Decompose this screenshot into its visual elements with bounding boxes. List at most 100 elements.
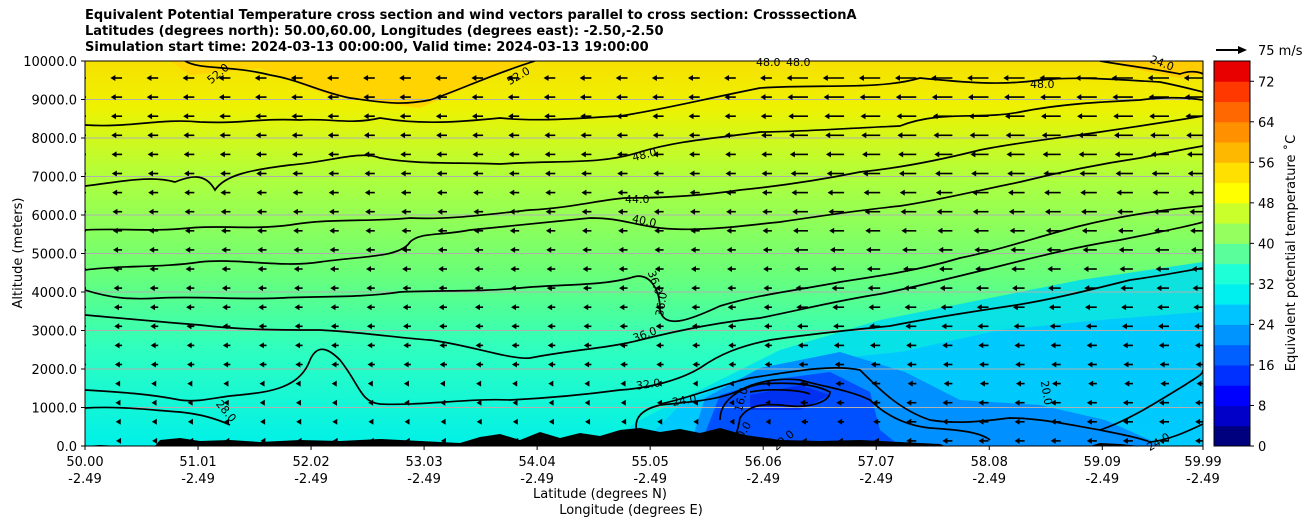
wind-arrow: [787, 94, 808, 101]
wind-arrow: [903, 285, 917, 292]
wind-arrow: [294, 285, 303, 292]
wind-arrow: [256, 170, 267, 177]
wind-arrow: [435, 113, 447, 120]
wind-arrow: [399, 75, 411, 81]
wind-arrow: [617, 189, 628, 196]
wind-arrow: [439, 361, 447, 368]
wind-arrow: [148, 189, 159, 196]
wind-arrow: [1004, 94, 1025, 101]
wind-arrow: [1157, 304, 1169, 311]
wind-arrow: [616, 113, 628, 120]
wind-arrow: [1082, 246, 1097, 253]
reference-arrow-icon: [1238, 46, 1247, 54]
colorbar-tick-label: 16: [1258, 359, 1275, 374]
wind-arrow: [548, 418, 554, 425]
wind-arrow: [978, 437, 989, 444]
wind-arrow: [186, 304, 195, 311]
wind-arrow: [438, 266, 447, 272]
wind-arrow: [1046, 246, 1061, 253]
wind-arrow: [114, 323, 123, 330]
wind-arrow: [786, 75, 808, 81]
y-tick-label: 8000.0: [32, 132, 78, 147]
wind-arrow: [900, 208, 917, 215]
y-tick-label: 0.0: [56, 440, 77, 455]
wind-arrow: [1012, 304, 1025, 311]
wind-arrow: [1113, 113, 1133, 120]
wind-arrow: [257, 266, 267, 272]
wind-arrow: [331, 380, 337, 387]
wind-arrow: [728, 342, 736, 349]
wind-arrow: [331, 361, 339, 368]
wind-arrow: [363, 75, 375, 81]
contour-48-cap: [1099, 61, 1203, 75]
wind-arrow: [222, 323, 231, 330]
wind-arrow: [366, 285, 375, 292]
colorbar-tick-label: 32: [1258, 278, 1275, 293]
wind-arrow: [655, 285, 664, 292]
wind-arrow: [79, 381, 84, 387]
wind-arrow: [868, 304, 881, 311]
wind-arrow: [793, 227, 808, 234]
wind-arrow: [656, 380, 662, 387]
wind-arrow: [866, 266, 881, 272]
contour-label: 44.0: [625, 193, 650, 206]
y-tick-label: 3000.0: [32, 325, 78, 340]
wind-arrow: [584, 380, 590, 387]
wind-arrow: [549, 437, 555, 444]
wind-arrow: [254, 75, 267, 81]
wind-arrow: [223, 380, 229, 387]
wind-arrow: [858, 75, 881, 81]
wind-arrow: [291, 94, 303, 101]
wind-arrow: [259, 380, 265, 387]
wind-arrow: [438, 285, 447, 292]
colorbar-segment: [1214, 395, 1250, 406]
wind-arrow: [618, 266, 628, 272]
wind-arrow: [1014, 437, 1025, 444]
wind-arrow: [760, 75, 772, 81]
wind-arrow: [1118, 246, 1133, 253]
wind-arrow: [437, 208, 447, 215]
contour-label: 40.0: [631, 212, 658, 230]
wind-arrow: [1086, 437, 1097, 444]
wind-arrow: [616, 132, 628, 139]
wind-arrow: [691, 285, 700, 292]
wind-arrow: [618, 227, 628, 234]
colorbar-segment: [1214, 243, 1250, 254]
wind-arrow: [687, 75, 700, 81]
wind-arrow: [691, 323, 700, 330]
wind-arrow: [1013, 323, 1025, 330]
wind-arrow: [512, 399, 518, 406]
wind-arrow: [220, 189, 231, 196]
wind-arrow: [544, 132, 556, 139]
wind-arrow: [1159, 361, 1169, 368]
wind-arrow: [761, 189, 772, 196]
wind-arrow: [1075, 75, 1097, 81]
wind-arrow: [329, 266, 339, 272]
wind-arrow: [113, 304, 123, 311]
wind-arrow: [942, 399, 953, 406]
x-axis-label-lon: Longitude (degrees E): [559, 503, 703, 518]
colorbar-segment: [1214, 415, 1250, 427]
wind-arrow: [364, 170, 375, 177]
contour-16-inner: [749, 388, 811, 395]
wind-arrow: [1188, 189, 1203, 196]
wind-arrow: [116, 437, 122, 444]
wind-arrow: [1014, 418, 1025, 425]
wind-arrow: [220, 208, 231, 215]
wind-arrow: [403, 323, 411, 330]
wind-arrow: [295, 380, 301, 387]
wind-arrow: [690, 227, 700, 234]
title-line-3: Simulation start time: 2024-03-13 00:00:…: [85, 40, 649, 55]
wind-arrow: [1112, 94, 1133, 101]
wind-arrow: [440, 418, 446, 425]
wind-arrow: [402, 285, 411, 292]
wind-arrow: [1154, 246, 1169, 253]
wind-arrow: [788, 113, 808, 120]
wind-arrow: [147, 151, 159, 158]
wind-arrow: [620, 380, 626, 387]
colorbar-segment: [1214, 142, 1250, 153]
wind-arrow: [437, 227, 447, 234]
wind-arrow: [862, 151, 881, 158]
wind-arrow: [978, 399, 989, 406]
